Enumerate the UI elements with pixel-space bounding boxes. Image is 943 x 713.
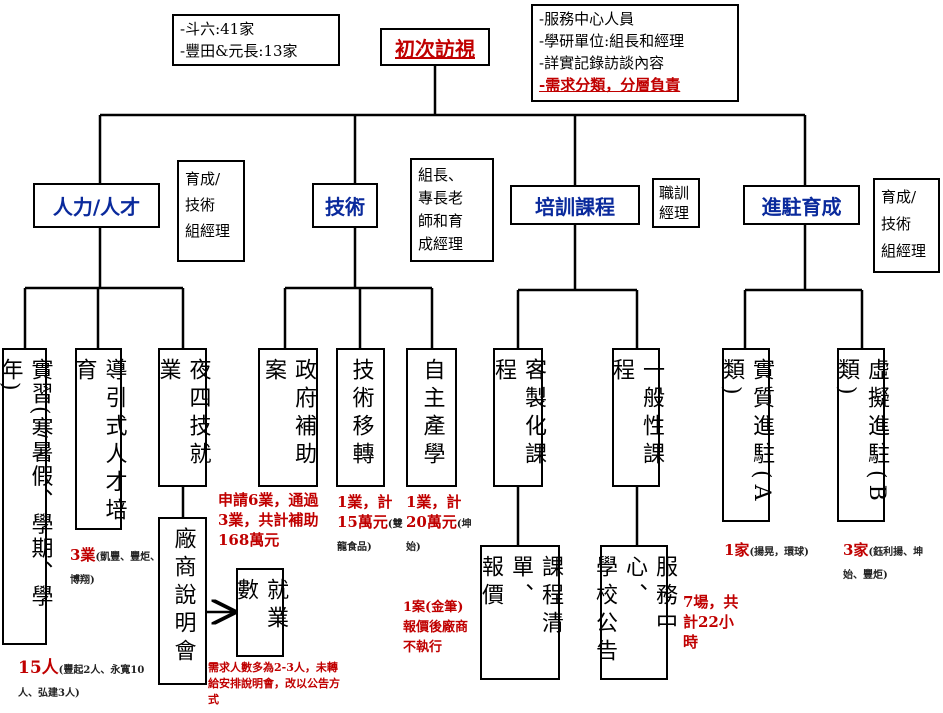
item-label: 政府補助案 <box>261 358 316 470</box>
note-line: -詳實記錄訪談內容 <box>539 54 665 72</box>
item-node: 技術移轉 <box>336 348 385 487</box>
result-detail: (凱豐、豐炬、博翔) <box>70 552 161 586</box>
result-note: 需求人數多為2-3人，未轉給安排說明會，改以公告方式 <box>208 660 343 708</box>
followup-line: 廠商說明會 <box>170 527 196 667</box>
followup-line: 課程清單、 <box>508 555 563 639</box>
owner-line: 組長、 <box>418 166 464 184</box>
item-node: 自主產學 <box>406 348 457 487</box>
item-label: 導引式人才培育 <box>71 358 127 526</box>
branch-node: 技術 <box>312 183 378 228</box>
root-label: 初次訪視 <box>395 36 475 61</box>
owner-line: 組經理 <box>185 222 231 240</box>
item-node: 政府補助案 <box>258 348 318 487</box>
owner-line: 技術 <box>185 196 216 214</box>
result-main: 1家 <box>724 541 750 559</box>
item-label: 技術移轉 <box>348 358 374 470</box>
result-detail: (揚晃，環球) <box>749 547 809 558</box>
result-detail: (豐起2人、永寬10人、弘建3人) <box>18 665 145 699</box>
result-note: 1業，計15萬元(雙龍食品) <box>337 492 405 558</box>
result-main: 1業，計15萬元 <box>337 493 393 531</box>
result-note: 申請6業，通過3業，共計補助168萬元 <box>218 490 328 550</box>
branch-label: 人力/人才 <box>52 195 141 219</box>
owner-line: 成經理 <box>418 235 464 253</box>
result-note: 3家(鈺利揚、坤始、豐炬) <box>843 540 941 586</box>
item-node: 客製化課程 <box>491 348 546 487</box>
owner-note: 育成/技術組經理 <box>177 160 245 262</box>
result-main: 申請6業，通過3業，共計補助168萬元 <box>218 491 319 549</box>
followup-line: 服務中心、 <box>622 555 677 639</box>
result-main: 15人 <box>18 658 59 678</box>
branch-label: 培訓課程 <box>535 194 615 219</box>
item-label: 實習(寒暑假、學期、學年) <box>0 358 53 609</box>
branch-node: 培訓課程 <box>510 185 640 225</box>
branch-node: 人力/人才 <box>33 183 160 228</box>
owner-line: 經理 <box>659 204 690 222</box>
result-main: 需求人數多為2-3人，未轉給安排說明會，改以公告方式 <box>208 661 340 706</box>
result-note: 3業(凱豐、豐炬、博翔) <box>70 545 165 591</box>
principles-note: -服務中心人員 -學研單位:組長和經理 -詳實記錄訪談內容 -需求分類，分層負責 <box>531 4 739 102</box>
branch-node: 進駐育成 <box>743 185 860 225</box>
branch-label: 進駐育成 <box>761 194 842 219</box>
item-node: 虛擬進駐(B類) <box>834 348 889 522</box>
followup-text: 就業數 <box>230 578 290 655</box>
item-label: 實質進駐(A類) <box>719 358 774 507</box>
owner-note: 組長、專長老師和育成經理 <box>410 158 494 262</box>
result-note: 7場，共計22小時 <box>683 592 747 652</box>
result-note: 1案(金筆)報價後廠商不執行 <box>403 598 475 658</box>
followup-line: 報價 <box>478 555 503 611</box>
item-node: 一般性課程 <box>609 348 664 487</box>
owner-line: 職訓 <box>659 184 690 202</box>
owner-line: 育成/ <box>881 188 917 206</box>
followup-node: 課程清單、 報價 <box>478 545 563 680</box>
owner-line: 育成/ <box>185 170 221 188</box>
owner-line: 師和育 <box>418 212 464 230</box>
result-detail: (雙龍食品) <box>337 519 403 553</box>
item-label: 客製化課程 <box>491 358 546 470</box>
result-main: 1案(金筆)報價後廠商不執行 <box>403 600 469 655</box>
followup-text: 服務中心、 學校公告 <box>589 555 679 678</box>
item-label: 虛擬進駐(B類) <box>834 358 889 507</box>
note-line: -需求分類，分層負責 <box>539 76 681 94</box>
note-line: -學研單位:組長和經理 <box>539 32 685 50</box>
item-label: 夜四技就業 <box>155 358 211 470</box>
result-main: 7場，共計22小時 <box>683 593 739 651</box>
result-main: 3業 <box>70 546 96 564</box>
owner-line: 技術 <box>881 215 912 233</box>
sites-note: -斗六:41家 -豐田&元長:13家 <box>172 14 340 66</box>
result-note: 15人(豐起2人、永寬10人、弘建3人) <box>18 658 158 704</box>
result-note: 1業，計20萬元(坤始) <box>406 492 474 558</box>
item-node: 導引式人才培育 <box>72 348 127 530</box>
note-line: -斗六:41家 <box>180 20 255 38</box>
followup-node: 就業數 <box>233 568 288 657</box>
item-node: 夜四技就業 <box>156 348 211 487</box>
root-node: 初次訪視 <box>380 28 490 66</box>
followup-node: 服務中心、 學校公告 <box>592 545 677 680</box>
connector-lines <box>23 65 864 612</box>
followup-line: 就業數 <box>233 578 288 634</box>
followup-text: 廠商說明會 <box>168 527 198 667</box>
followup-line: 學校公告 <box>592 555 617 667</box>
item-node: 實質進駐(A類) <box>719 348 774 522</box>
result-detail: (坤始) <box>406 519 472 553</box>
result-note: 1家(揚晃，環球) <box>724 540 824 563</box>
owner-note: 育成/技術組經理 <box>873 178 940 273</box>
followup-node: 廠商說明會 <box>158 517 207 685</box>
item-label: 自主產學 <box>419 358 445 470</box>
note-line: -服務中心人員 <box>539 10 635 28</box>
followup-text: 課程清單、 報價 <box>475 555 565 678</box>
owner-note: 職訓 經理 <box>652 178 700 228</box>
branch-label: 技術 <box>325 195 365 219</box>
result-detail: (鈺利揚、坤始、豐炬) <box>843 547 924 581</box>
result-main: 3家 <box>843 541 869 559</box>
item-node: 實習(寒暑假、學期、學年) <box>0 348 53 645</box>
owner-line: 組經理 <box>881 242 927 260</box>
result-main: 1業，計20萬元 <box>406 493 462 531</box>
owner-line: 專長老 <box>418 189 464 207</box>
item-label: 一般性課程 <box>609 358 664 470</box>
note-line: -豐田&元長:13家 <box>180 42 298 60</box>
